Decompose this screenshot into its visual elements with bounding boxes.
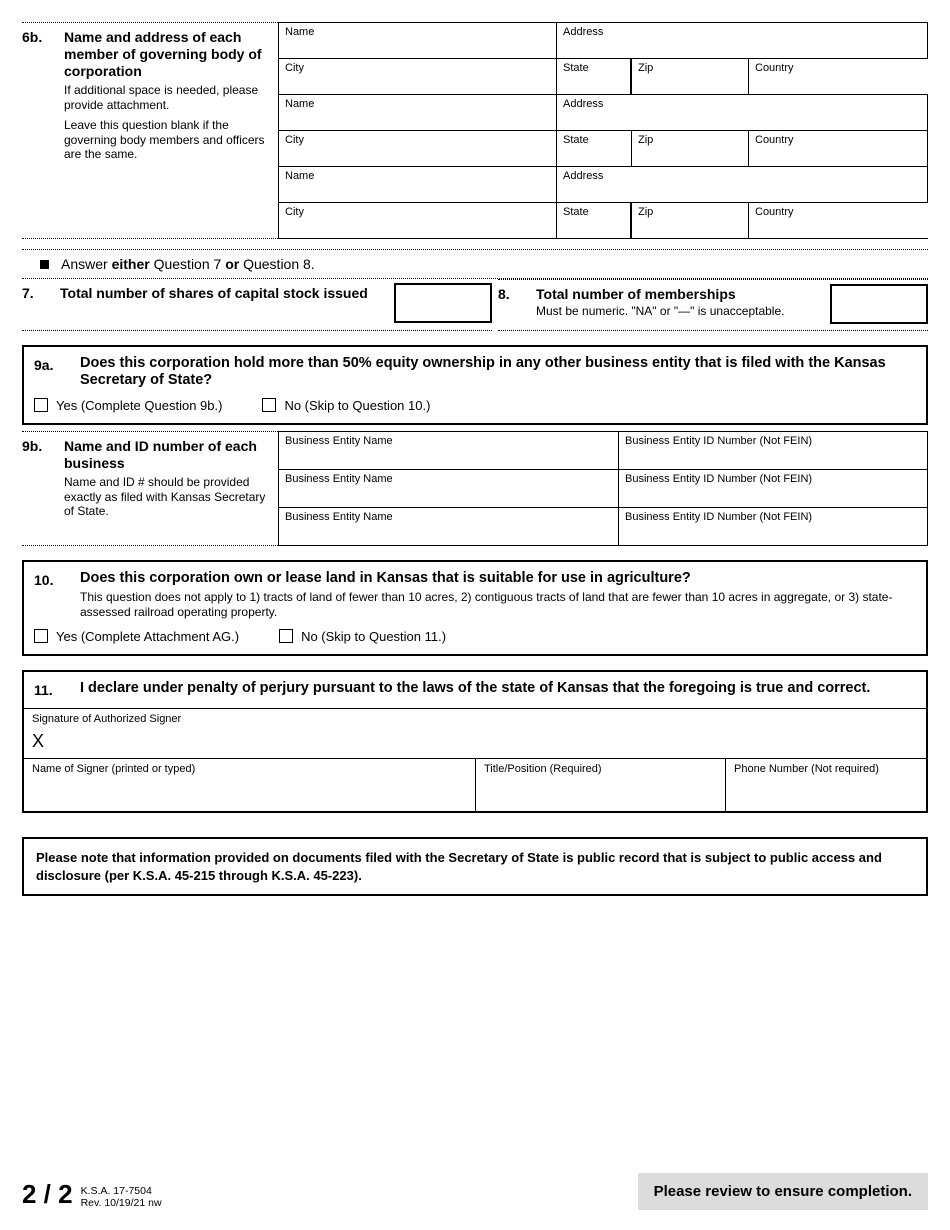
- signer-info-row: Name of Signer (printed or typed) Title/…: [24, 758, 926, 811]
- page-footer: 2 / 2 K.S.A. 17-7504 Rev. 10/19/21 nw Pl…: [22, 1173, 928, 1210]
- q11-title: I declare under penalty of perjury pursu…: [80, 680, 916, 698]
- city-field[interactable]: City: [278, 202, 556, 239]
- state-field[interactable]: State: [556, 58, 631, 94]
- section-6b-grid: Name Address City State Zip Country Name…: [278, 22, 928, 239]
- footer-meta: K.S.A. 17-7504 Rev. 10/19/21 nw: [81, 1185, 162, 1210]
- city-field[interactable]: City: [278, 130, 556, 166]
- answer-either-row: Answer either Question 7 or Question 8.: [22, 249, 928, 279]
- q6b-sub2: Leave this question blank if the governi…: [64, 118, 268, 161]
- txt: or: [225, 256, 239, 272]
- state-field[interactable]: State: [556, 130, 631, 166]
- signer-name-field[interactable]: Name of Signer (printed or typed): [24, 759, 476, 811]
- zip-field[interactable]: Zip: [631, 202, 748, 239]
- q10-no-checkbox[interactable]: [279, 629, 293, 643]
- q9a-no-checkbox[interactable]: [262, 398, 276, 412]
- q6b-title: Name and address of each member of gover…: [64, 29, 268, 79]
- q9a-number: 9a.: [34, 355, 68, 390]
- question-9a-box: 9a. Does this corporation hold more than…: [22, 345, 928, 425]
- question-8: 8. Total number of memberships Must be n…: [498, 279, 928, 331]
- q8-title: Total number of memberships: [536, 286, 820, 302]
- q7-number: 7.: [22, 283, 50, 301]
- txt: Question 8.: [239, 256, 315, 272]
- rev: Rev. 10/19/21 nw: [81, 1197, 162, 1209]
- q9b-number: 9b.: [22, 438, 54, 472]
- city-field[interactable]: City: [278, 58, 556, 94]
- signer-phone-field[interactable]: Phone Number (Not required): [726, 759, 926, 811]
- review-notice: Please review to ensure completion.: [638, 1173, 928, 1210]
- q8-sub: Must be numeric. "NA" or "—" is unaccept…: [536, 304, 820, 318]
- section-6b-left: 6b. Name and address of each member of g…: [22, 22, 278, 239]
- address-field[interactable]: Address: [556, 22, 928, 58]
- q7-q8-row: 7. Total number of shares of capital sto…: [22, 279, 928, 331]
- q9a-no-label: No (Skip to Question 10.): [284, 398, 430, 413]
- state-field[interactable]: State: [556, 202, 631, 239]
- q10-title: Does this corporation own or lease land …: [80, 570, 916, 587]
- q11-number: 11.: [34, 680, 68, 698]
- txt: either: [112, 256, 150, 272]
- name-field[interactable]: Name: [278, 166, 556, 202]
- entity-name-field[interactable]: Business Entity Name: [278, 469, 618, 507]
- address-field[interactable]: Address: [556, 94, 928, 130]
- entity-id-field[interactable]: Business Entity ID Number (Not FEIN): [618, 507, 928, 546]
- q10-yes-label: Yes (Complete Attachment AG.): [56, 629, 239, 644]
- zip-field[interactable]: Zip: [631, 130, 748, 166]
- q9a-title: Does this corporation hold more than 50%…: [80, 355, 916, 390]
- entity-id-field[interactable]: Business Entity ID Number (Not FEIN): [618, 431, 928, 469]
- q9a-yes-checkbox[interactable]: [34, 398, 48, 412]
- q7-title: Total number of shares of capital stock …: [60, 285, 384, 301]
- q10-sub: This question does not apply to 1) tract…: [80, 590, 916, 619]
- page-number: 2 / 2: [22, 1179, 73, 1210]
- public-record-note: Please note that information provided on…: [22, 837, 928, 896]
- q10-yes-checkbox[interactable]: [34, 629, 48, 643]
- q10-number: 10.: [34, 570, 68, 619]
- section-6b: 6b. Name and address of each member of g…: [22, 22, 928, 239]
- entity-name-field[interactable]: Business Entity Name: [278, 431, 618, 469]
- q6b-sub1: If additional space is needed, please pr…: [64, 83, 268, 112]
- signer-title-field[interactable]: Title/Position (Required): [476, 759, 726, 811]
- q7-input-box[interactable]: [394, 283, 492, 323]
- country-field[interactable]: Country: [748, 202, 928, 239]
- ksa: K.S.A. 17-7504: [81, 1185, 152, 1197]
- q9b-sub: Name and ID # should be provided exactly…: [64, 475, 268, 518]
- q9b-title: Name and ID number of each business: [64, 438, 268, 472]
- name-field[interactable]: Name: [278, 22, 556, 58]
- question-11-box: 11. I declare under penalty of perjury p…: [22, 670, 928, 813]
- q6b-number: 6b.: [22, 29, 54, 79]
- signature-field[interactable]: X: [24, 727, 926, 758]
- address-field[interactable]: Address: [556, 166, 928, 202]
- country-field[interactable]: Country: [748, 130, 928, 166]
- name-field[interactable]: Name: [278, 94, 556, 130]
- signature-label: Signature of Authorized Signer: [24, 708, 926, 727]
- q9a-yes-label: Yes (Complete Question 9b.): [56, 398, 222, 413]
- txt: Answer: [61, 256, 112, 272]
- question-10-box: 10. Does this corporation own or lease l…: [22, 560, 928, 656]
- q10-no-label: No (Skip to Question 11.): [301, 629, 446, 644]
- zip-field[interactable]: Zip: [631, 58, 748, 94]
- entity-id-field[interactable]: Business Entity ID Number (Not FEIN): [618, 469, 928, 507]
- country-field[interactable]: Country: [748, 58, 928, 94]
- entity-name-field[interactable]: Business Entity Name: [278, 507, 618, 546]
- answer-either-text: Answer either Question 7 or Question 8.: [61, 256, 315, 272]
- question-7: 7. Total number of shares of capital sto…: [22, 279, 492, 331]
- section-9b-left: 9b. Name and ID number of each business …: [22, 431, 278, 546]
- txt: Question 7: [150, 256, 226, 272]
- section-9b: 9b. Name and ID number of each business …: [22, 431, 928, 546]
- bullet-icon: [40, 260, 49, 269]
- q8-number: 8.: [498, 284, 526, 302]
- q8-input-box[interactable]: [830, 284, 928, 324]
